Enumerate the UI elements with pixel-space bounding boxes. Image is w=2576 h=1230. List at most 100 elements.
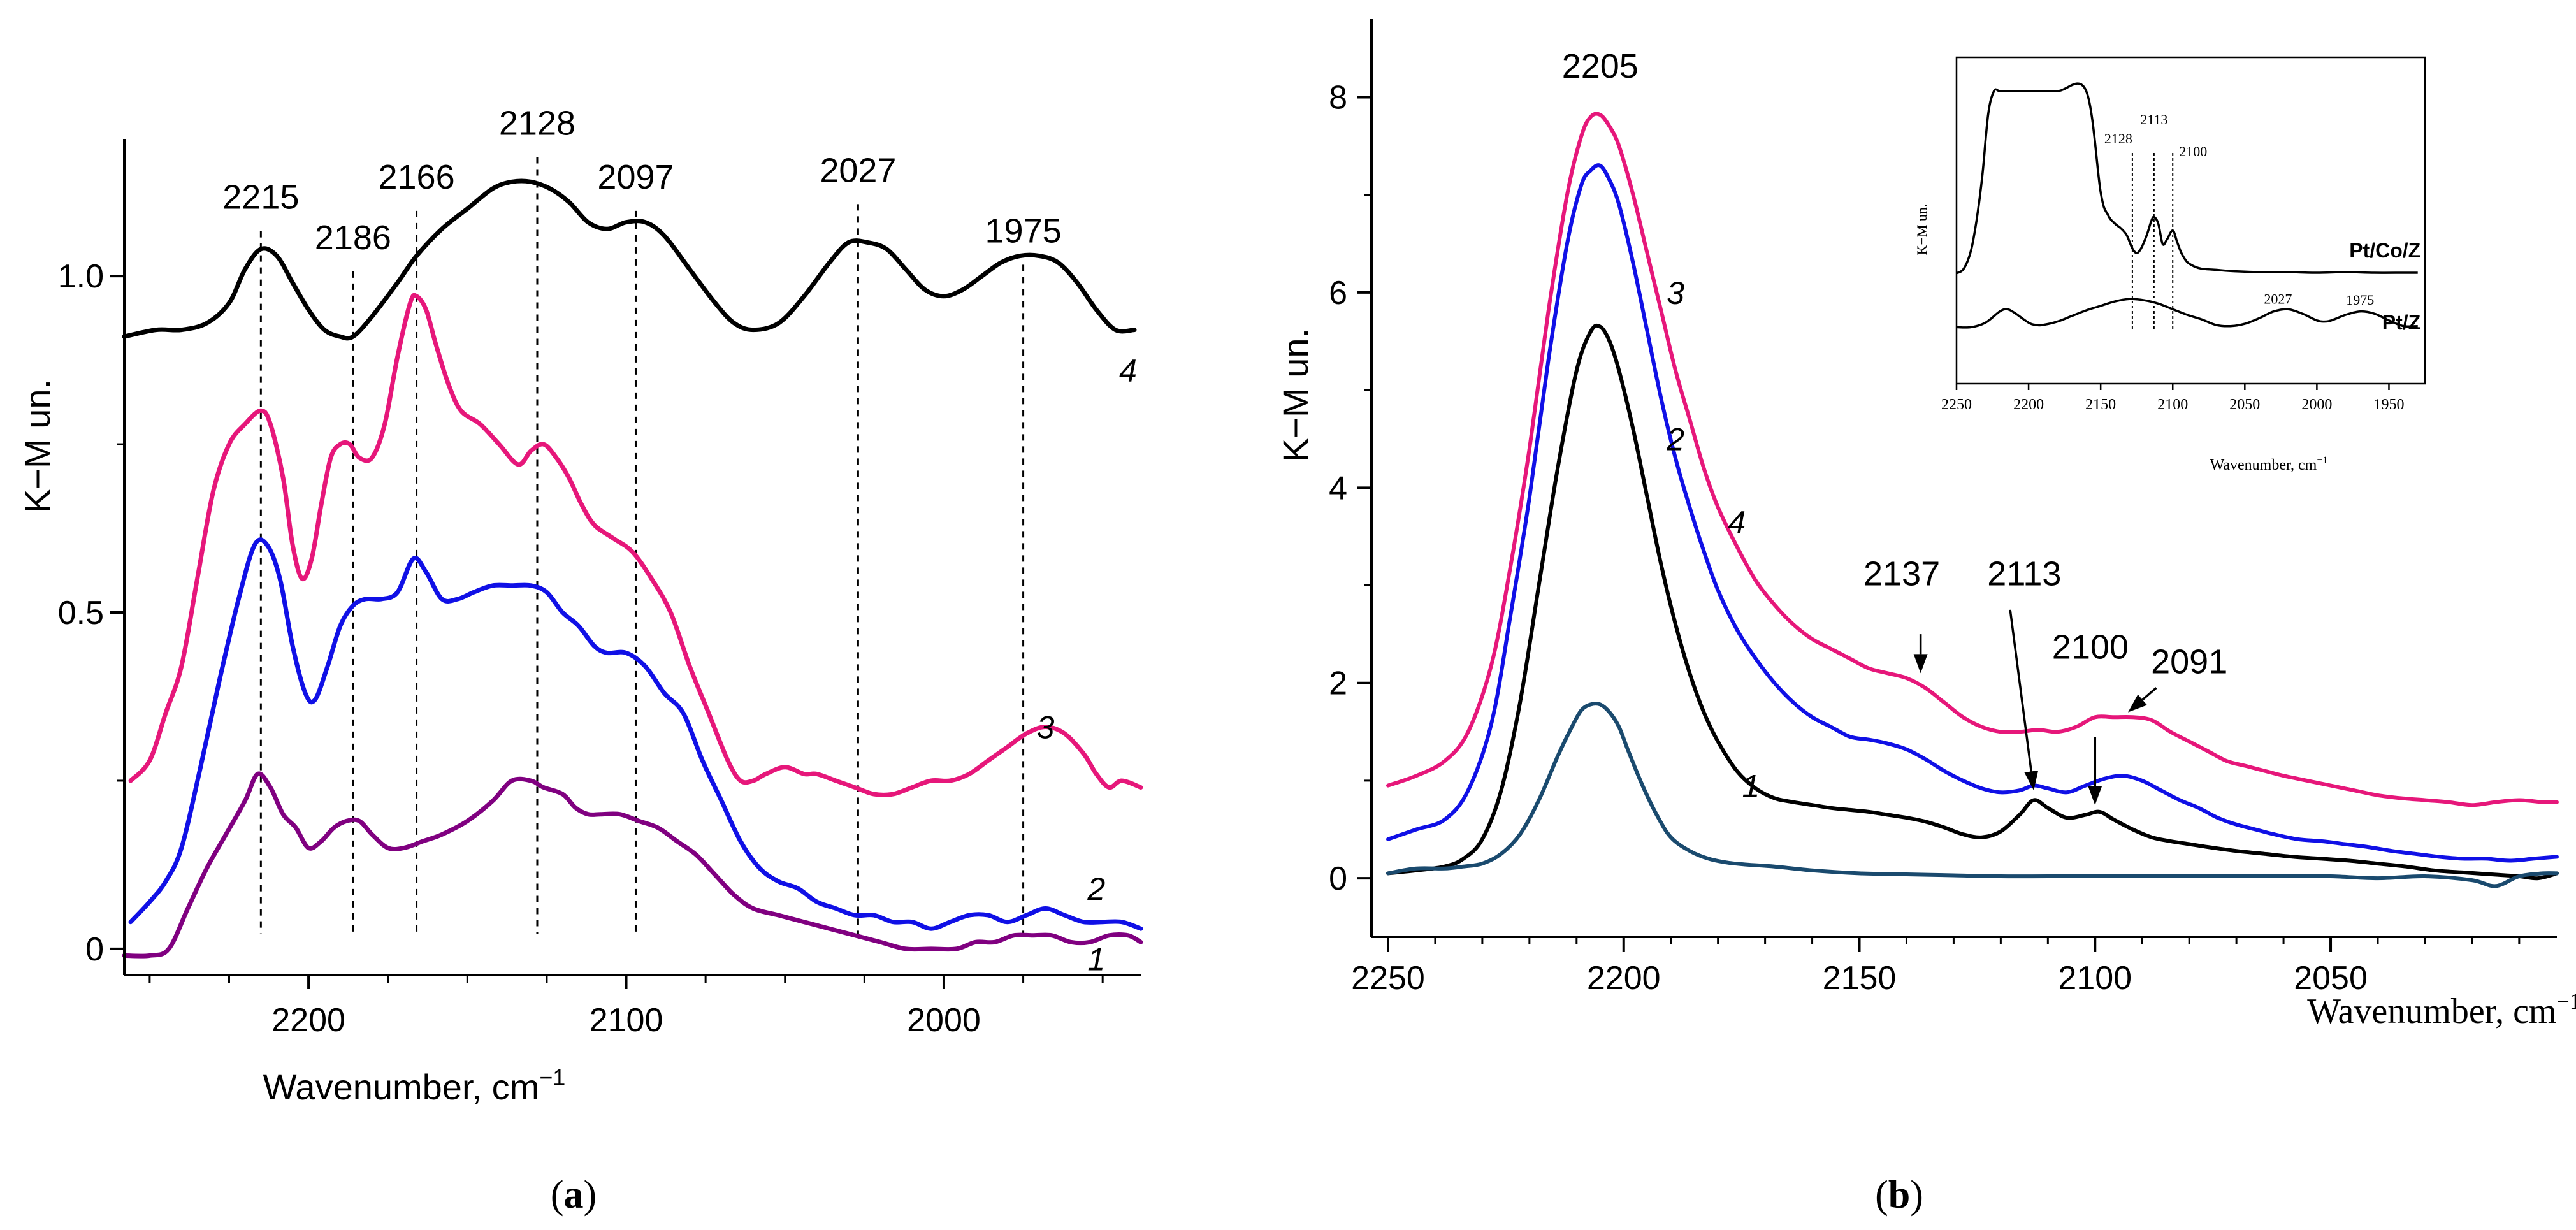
panel-a-ytick-label: 0.5: [58, 595, 104, 632]
inset-series-line: [1957, 82, 2418, 275]
panel-a-ytick-label: 1.0: [58, 258, 104, 295]
panel-a-peak-label: 1975: [985, 212, 1062, 250]
panel-a-ylabel: K−M un.: [17, 379, 57, 513]
panel-b-xtick-label: 2150: [1823, 960, 1897, 997]
panel-b-inset: 2250 2200 2150 2100 2050 2000 1950 2128 2113 210…: [1914, 56, 2426, 474]
panel-b-series-4-label: 4: [1728, 505, 1746, 540]
panel-a-series-2-line: [128, 537, 1143, 931]
panel-a: 2200 2100 2000 0 0.5 1.0 2215 2186 2166 2128 2097…: [17, 104, 1143, 1217]
inset-xlabel-main: Wavenumber, cm: [2210, 457, 2317, 474]
panel-b-series-3-line: [1386, 112, 2559, 807]
inset-xtick-label: 2050: [2229, 396, 2260, 413]
panel-a-peak-lines: [259, 157, 1025, 934]
panel-a-xlabel: Wavenumber, cm−1: [263, 1064, 566, 1107]
inset-peak-label: 2128: [2104, 131, 2132, 147]
inset-text: 2128 2113 2100 2027 1975 Pt/Co/Z Pt/Z: [2104, 112, 2420, 334]
panel-b-ytick-label: 6: [1329, 275, 1347, 312]
panel-b-ytick-label: 2: [1329, 665, 1347, 702]
panel-b-peak-label: 2137: [1863, 555, 1940, 593]
inset-frame: [1955, 56, 2426, 385]
panel-a-series-4-label: 4: [1119, 353, 1137, 389]
panel-b-peak-label: 2091: [2151, 642, 2227, 681]
panel-a-axes: 2200 2100 2000 0 0.5 1.0: [58, 139, 1141, 1039]
panel-b-ylabel: K−M un.: [1275, 328, 1315, 462]
panel-b-xlabel-sup: −1: [2557, 988, 2576, 1014]
panel-a-label: (a): [551, 1173, 597, 1217]
panel-a-peak-label: 2186: [315, 219, 391, 257]
panel-b-label: (b): [1875, 1173, 1923, 1217]
panel-a-xtick-label: 2200: [271, 1002, 345, 1039]
panel-b-series: [1386, 112, 2559, 888]
panel-b-label-letter: b: [1888, 1173, 1910, 1217]
inset-ylabel: K−M un.: [1914, 204, 1930, 256]
panel-b-series-1-label: 1: [1742, 769, 1760, 804]
panel-b-arrow-shaft: [2141, 687, 2157, 701]
panel-b-peak-label: 2205: [1562, 47, 1639, 85]
panel-b-ytick-label: 0: [1329, 860, 1347, 897]
panel-a-label-open: (: [551, 1173, 564, 1217]
panel-a-peak-label: 2215: [222, 178, 299, 217]
panel-b-series-1-line: [1386, 702, 2559, 888]
panel-b-peak-label: 2100: [2052, 628, 2129, 666]
inset-xtick-label: 2100: [2157, 396, 2188, 413]
inset-small-label: 2027: [2264, 291, 2292, 307]
inset-series-label: Pt/Co/Z: [2349, 239, 2420, 262]
panel-a-text: 2215 2186 2166 2128 2097 2027 1975 4 3 2 1: [222, 104, 1137, 977]
panel-b-xtick-label: 2250: [1351, 960, 1425, 997]
panel-b-arrow-head: [2128, 694, 2147, 713]
panel-a-series: [122, 178, 1143, 959]
panel-a-xtick-label: 2000: [907, 1002, 981, 1039]
panel-a-series-3-line: [128, 293, 1143, 797]
panel-b-xlabel-main: Wavenumber, cm: [2307, 992, 2556, 1031]
panel-b-arrow-head: [1913, 654, 1928, 674]
panel-a-xlabel-sup: −1: [539, 1064, 565, 1090]
panel-a-ytick-label: 0: [85, 931, 104, 968]
inset-series-line: [1957, 298, 2418, 329]
inset-peak-lines: [2131, 153, 2174, 329]
inset-xtick-label: 1950: [2373, 396, 2404, 413]
panel-b-text: 3 2 4 1 2205 2137 2113 2100 2091: [1562, 47, 2228, 804]
panel-a-series-4-line: [122, 178, 1137, 341]
panel-b-ytick-label: 8: [1329, 80, 1347, 117]
panel-b: 2250 2200 2150 2100 2050 0 2 4 6 8 3 2 4 1 2205 2137 21…: [1275, 19, 2576, 1217]
inset-peak-label: 2113: [2140, 112, 2167, 127]
panel-b-xtick-label: 2100: [2058, 960, 2132, 997]
panel-a-series-2-label: 2: [1087, 871, 1105, 907]
panel-a-peak-label: 2166: [378, 158, 454, 196]
panel-b-series-2-line: [1386, 163, 2559, 863]
inset-xtick-label: 2000: [2301, 396, 2332, 413]
panel-b-xtick-label: 2200: [1587, 960, 1661, 997]
panel-a-peak-label: 2027: [820, 151, 896, 189]
panel-a-series-1-line: [122, 771, 1143, 959]
panel-a-peak-label: 2128: [499, 104, 575, 142]
inset-xlabel: Wavenumber, cm−1: [2210, 455, 2328, 474]
panel-a-peak-label: 2097: [597, 158, 674, 196]
panel-b-axes: 2250 2200 2150 2100 2050 0 2 4 6 8: [1329, 19, 2557, 997]
panel-a-xlabel-main: Wavenumber, cm: [263, 1067, 540, 1107]
inset-xlabel-sup: −1: [2317, 455, 2327, 466]
panel-b-series-4-line: [1386, 323, 2559, 881]
panel-a-xtick-label: 2100: [590, 1002, 663, 1039]
panel-b-xlabel: Wavenumber, cm−1: [2307, 988, 2576, 1031]
panel-b-arrows: [1913, 609, 2157, 806]
panel-b-series-3-label: 3: [1667, 275, 1684, 311]
inset-small-label: 1975: [2346, 292, 2374, 308]
panel-b-xtick-label: 2050: [2294, 960, 2368, 997]
panel-b-peak-label: 2113: [1987, 555, 2061, 593]
inset-series-label: Pt/Z: [2382, 311, 2420, 334]
inset-xtick-label: 2200: [2013, 396, 2044, 413]
panel-b-ytick-label: 4: [1329, 470, 1347, 507]
panel-b-series-2-label: 2: [1666, 422, 1684, 458]
panel-b-arrow-shaft: [2009, 609, 2032, 772]
panel-b-label-close: ): [1910, 1173, 1923, 1217]
panel-a-series-3-label: 3: [1037, 709, 1055, 745]
inset-axes: 2250 2200 2150 2100 2050 2000 1950: [1941, 56, 2426, 413]
inset-peak-label: 2100: [2179, 143, 2207, 159]
panel-b-arrow-head: [2024, 771, 2039, 791]
panel-b-label-open: (: [1875, 1173, 1888, 1217]
inset-series: [1957, 82, 2418, 329]
panel-a-label-close: ): [584, 1173, 597, 1217]
panel-a-label-letter: a: [564, 1173, 584, 1217]
